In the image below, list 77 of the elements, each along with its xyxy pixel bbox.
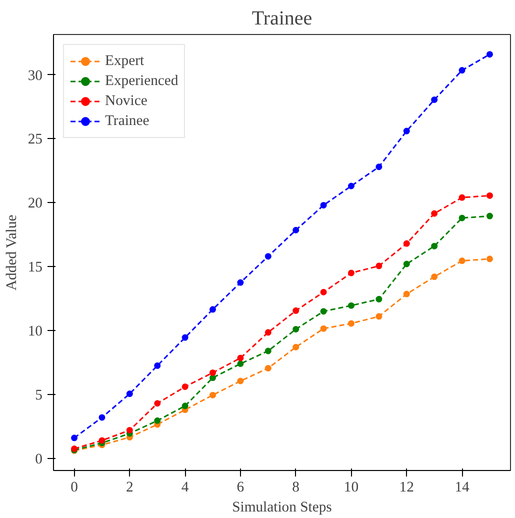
y-tick-label: 10: [28, 323, 42, 340]
y-axis-title: Added Value: [4, 214, 20, 291]
point: [458, 214, 466, 222]
point: [458, 67, 466, 74]
legend-label: Trainee: [105, 112, 150, 130]
point: [264, 348, 272, 354]
x-tick-label: 6: [236, 480, 244, 496]
point: [403, 290, 410, 298]
x-tick-label: 14: [454, 480, 470, 496]
x-tick-label: 0: [70, 480, 78, 496]
legend-label: Novice: [105, 92, 148, 110]
y-tick-label: 15: [28, 260, 42, 276]
point: [126, 390, 133, 398]
point: [348, 302, 354, 309]
point: [292, 226, 300, 234]
point: [320, 325, 327, 332]
legend-label: Expert: [105, 52, 144, 70]
point: [98, 437, 106, 444]
y-tick-label: 25: [28, 132, 42, 148]
y-tick-label: 5: [35, 387, 42, 404]
point: [486, 192, 493, 199]
point: [376, 296, 382, 302]
chart-title: Trainee: [252, 8, 312, 30]
point: [486, 256, 493, 262]
y-tick-label: 20: [28, 196, 42, 212]
x-tick-label: 12: [399, 480, 414, 496]
x-tick-label: 4: [181, 480, 190, 496]
point: [320, 288, 327, 296]
point: [182, 384, 188, 390]
point: [431, 242, 438, 250]
point: [154, 362, 161, 369]
point: [320, 308, 327, 315]
point: [154, 417, 161, 424]
point: [348, 270, 354, 276]
point: [210, 306, 216, 313]
point: [126, 426, 133, 434]
point: [264, 364, 272, 372]
point: [98, 414, 106, 421]
point: [237, 279, 244, 286]
point: [237, 378, 244, 384]
x-tick-label: 2: [126, 480, 134, 496]
point: [292, 307, 300, 314]
point: [486, 51, 493, 58]
point: [154, 400, 161, 407]
point: [182, 402, 188, 410]
point: [210, 374, 216, 382]
legend-label: Experienced: [105, 72, 178, 90]
x-axis-title: Simulation Steps: [232, 500, 332, 516]
point: [348, 182, 354, 190]
point: [486, 212, 493, 220]
point: [71, 434, 78, 442]
point: [458, 258, 466, 264]
point: [292, 344, 300, 350]
point: [403, 240, 410, 247]
point: [264, 329, 272, 336]
point: [348, 320, 354, 327]
point: [376, 262, 382, 270]
point: [237, 354, 244, 362]
point: [292, 326, 300, 332]
point: [376, 164, 382, 170]
point: [210, 369, 216, 376]
point: [403, 128, 410, 134]
point: [182, 334, 188, 341]
point: [431, 210, 438, 217]
y-tick-label: 0: [35, 451, 42, 468]
point: [376, 313, 382, 320]
point: [210, 392, 216, 398]
point: [458, 194, 466, 201]
point: [320, 202, 327, 208]
y-tick-label: 30: [28, 68, 42, 84]
point: [431, 96, 438, 103]
x-tick-label: 10: [344, 480, 359, 496]
point: [403, 260, 410, 268]
point: [264, 253, 272, 260]
point: [431, 274, 438, 280]
x-tick-label: 8: [292, 480, 300, 496]
point: [237, 360, 244, 367]
